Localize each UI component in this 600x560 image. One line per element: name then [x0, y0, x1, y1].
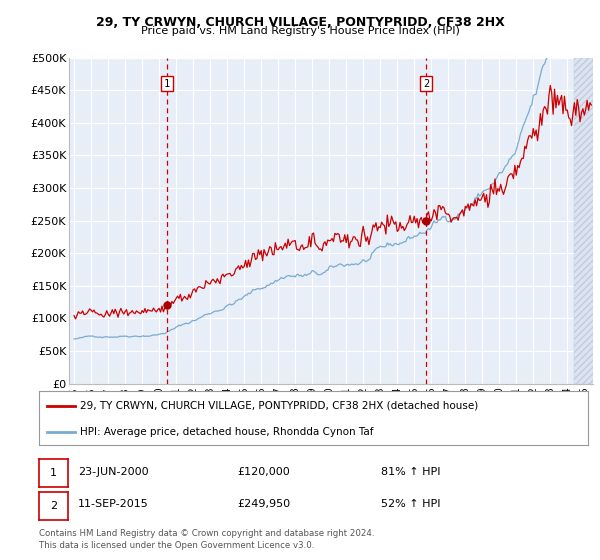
Text: £249,950: £249,950 — [237, 499, 290, 509]
Text: This data is licensed under the Open Government Licence v3.0.: This data is licensed under the Open Gov… — [39, 542, 314, 550]
Text: 29, TY CRWYN, CHURCH VILLAGE, PONTYPRIDD, CF38 2HX: 29, TY CRWYN, CHURCH VILLAGE, PONTYPRIDD… — [95, 16, 505, 29]
Text: 52% ↑ HPI: 52% ↑ HPI — [381, 499, 440, 509]
Text: Price paid vs. HM Land Registry's House Price Index (HPI): Price paid vs. HM Land Registry's House … — [140, 26, 460, 36]
Text: 2: 2 — [423, 79, 429, 88]
Text: 81% ↑ HPI: 81% ↑ HPI — [381, 466, 440, 477]
Text: £120,000: £120,000 — [237, 466, 290, 477]
Text: 1: 1 — [164, 79, 170, 88]
Bar — [574, 58, 593, 384]
Text: 1: 1 — [50, 468, 57, 478]
Text: 2: 2 — [50, 501, 57, 511]
Text: Contains HM Land Registry data © Crown copyright and database right 2024.: Contains HM Land Registry data © Crown c… — [39, 529, 374, 538]
Text: 11-SEP-2015: 11-SEP-2015 — [78, 499, 149, 509]
Text: 29, TY CRWYN, CHURCH VILLAGE, PONTYPRIDD, CF38 2HX (detached house): 29, TY CRWYN, CHURCH VILLAGE, PONTYPRIDD… — [80, 401, 478, 411]
Text: 23-JUN-2000: 23-JUN-2000 — [78, 466, 149, 477]
Text: HPI: Average price, detached house, Rhondda Cynon Taf: HPI: Average price, detached house, Rhon… — [80, 427, 374, 437]
